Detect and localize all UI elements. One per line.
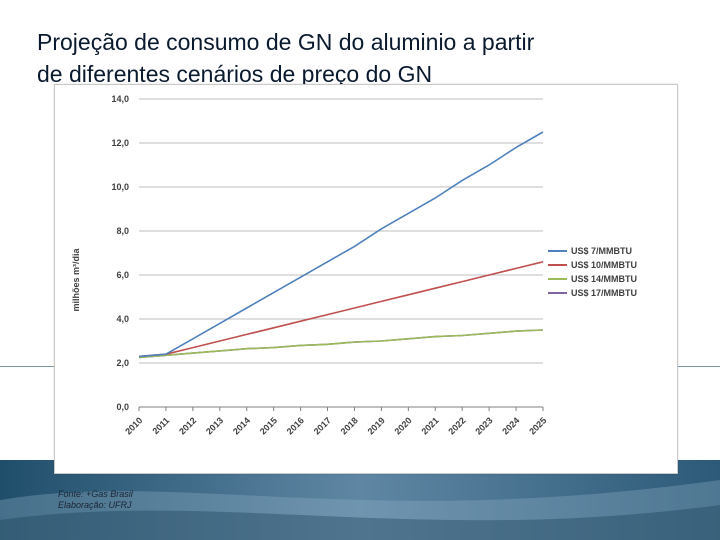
slide-title-line-2: de diferentes cenários de preço do GN [37, 61, 433, 87]
y-tick-label: 14,0 [111, 94, 129, 104]
x-tick-label: 2018 [339, 415, 360, 436]
x-tick-label: 2014 [231, 415, 252, 436]
x-tick-label: 2021 [419, 415, 440, 436]
y-tick-label: 8,0 [116, 226, 129, 236]
y-tick-label: 10,0 [111, 182, 129, 192]
y-axis-label: milhões m³/dia [71, 248, 81, 312]
line-chart: 0,0 2,0 4,0 6,0 8,0 10,0 12,0 14,0 2010 2011 2012 2… [71, 94, 637, 437]
series-line-2 [138, 261, 544, 358]
y-tick-label: 4,0 [116, 314, 129, 324]
x-tick-label: 2022 [446, 415, 467, 436]
x-tick-label: 2015 [258, 415, 279, 436]
x-tick-label: 2019 [366, 415, 387, 436]
series-lines [138, 131, 544, 359]
y-tick-label: 2,0 [116, 358, 129, 368]
legend: US$ 7/MMBTU US$ 10/MMBTU US$ 14/MMBTU US$ 1… [548, 246, 637, 298]
y-tick-label: 6,0 [116, 270, 129, 280]
x-tick-label: 2025 [527, 415, 548, 436]
x-tick-label: 2023 [473, 415, 494, 436]
legend-entry: US$ 10/MMBTU [571, 260, 637, 270]
slide-title-line-1: Projeção de consumo de GN do aluminio a … [37, 29, 535, 55]
legend-entry: US$ 7/MMBTU [571, 246, 632, 256]
decorative-rule-left [0, 366, 55, 367]
legend-entry: US$ 17/MMBTU [571, 288, 637, 298]
source-note: Fonte: +Gas Brasil [58, 489, 133, 499]
y-tick-label: 12,0 [111, 138, 129, 148]
x-tick-label: 2016 [285, 415, 306, 436]
slide-title: Projeção de consumo de GN do aluminio a … [37, 26, 707, 90]
x-tick-label: 2013 [204, 415, 225, 436]
gridlines [139, 98, 543, 408]
x-tick-label: 2012 [177, 415, 198, 436]
y-tick-label: 0,0 [116, 402, 129, 412]
x-tick-label: 2010 [123, 415, 144, 436]
series-line-3 [138, 329, 544, 359]
series-line-1 [138, 131, 544, 358]
axes: 0,0 2,0 4,0 6,0 8,0 10,0 12,0 14,0 2010 2011 2012 2… [111, 94, 548, 437]
decorative-rule-right [678, 366, 720, 367]
credit-note: Elaboração: UFRJ [58, 500, 132, 510]
chart-panel: 0,0 2,0 4,0 6,0 8,0 10,0 12,0 14,0 2010 2011 2012 2… [54, 84, 678, 474]
x-tick-label: 2011 [150, 415, 171, 436]
x-tick-label: 2024 [500, 415, 521, 436]
x-tick-label: 2017 [312, 415, 333, 436]
legend-entry: US$ 14/MMBTU [571, 274, 637, 284]
x-tick-label: 2020 [393, 415, 414, 436]
